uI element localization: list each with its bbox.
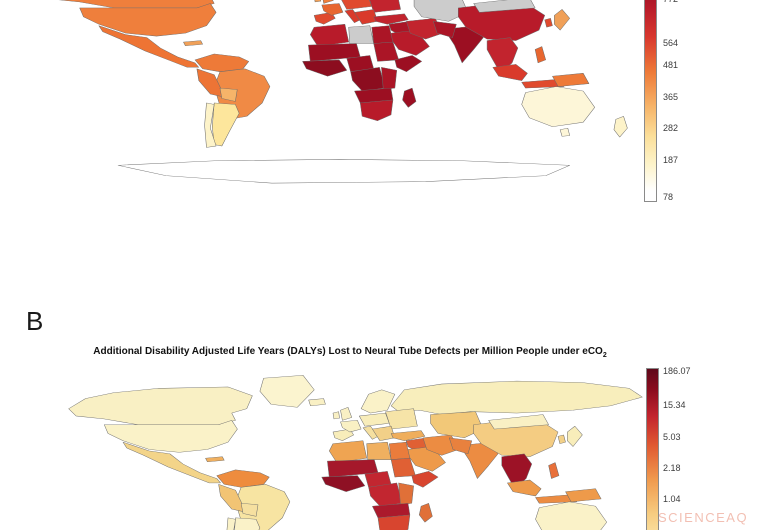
region-canada xyxy=(68,386,253,426)
region-japan xyxy=(553,8,571,31)
region-east-africa xyxy=(398,482,415,506)
region-iceland xyxy=(308,398,326,407)
region-indonesia-west xyxy=(492,63,528,82)
region-west-africa xyxy=(302,59,348,77)
region-central-europe xyxy=(358,412,390,427)
region-tasmania xyxy=(559,127,571,137)
region-new-guinea xyxy=(551,72,590,88)
region-madagascar xyxy=(418,502,433,523)
panel-b-title-subscript: 2 xyxy=(602,352,607,359)
region-east-europe xyxy=(385,408,418,430)
watermark: SCIENCEAQ xyxy=(658,510,749,525)
region-egypt xyxy=(371,25,394,45)
region-new-guinea xyxy=(565,488,602,503)
region-indonesia-west xyxy=(506,479,542,497)
colorbar-a-tick: 481 xyxy=(663,60,679,70)
region-horn-of-africa xyxy=(411,470,439,488)
region-usa xyxy=(79,2,217,37)
region-ireland xyxy=(313,0,322,3)
panel-b-title-text: Additional Disability Adjusted Life Year… xyxy=(93,346,603,357)
region-central-africa xyxy=(350,66,386,92)
colorbar-panel-b xyxy=(646,368,659,530)
region-madagascar xyxy=(402,87,417,108)
region-scandinavia xyxy=(360,389,396,414)
region-maghreb xyxy=(309,23,350,47)
region-uk xyxy=(340,406,353,421)
region-southern-africa xyxy=(359,99,394,122)
colorbar-a-tick: 78 xyxy=(663,192,674,202)
region-horn-of-africa xyxy=(394,54,423,73)
region-ireland xyxy=(332,411,341,420)
region-central-africa xyxy=(368,482,403,507)
region-australia xyxy=(521,86,596,128)
region-libya xyxy=(366,441,392,461)
colorbar-b-tick: 186.07 xyxy=(663,366,691,376)
region-japan xyxy=(566,425,583,448)
world-map-panel-b xyxy=(68,374,643,530)
region-argentina xyxy=(233,517,261,530)
colorbar-a-tick: 772 xyxy=(663,0,678,4)
colorbar-a-tick: 365 xyxy=(663,92,679,102)
region-usa xyxy=(103,419,238,453)
region-philippines xyxy=(534,46,547,64)
region-korea xyxy=(557,434,566,445)
colorbar-b-tick: 15.34 xyxy=(663,400,686,410)
region-uk xyxy=(321,0,334,4)
region-sudan xyxy=(390,457,416,478)
region-russia xyxy=(390,380,643,416)
region-sudan xyxy=(373,41,400,62)
region-antarctica xyxy=(117,158,571,184)
region-cuba xyxy=(205,456,225,463)
region-maghreb xyxy=(328,440,368,464)
colorbar-b-tick: 1.04 xyxy=(663,494,681,504)
region-cuba xyxy=(182,40,204,47)
region-new-zealand xyxy=(613,115,628,138)
colorbar-panel-a xyxy=(644,0,657,202)
colorbar-a-tick: 282 xyxy=(663,123,679,133)
region-greenland xyxy=(259,374,315,408)
region-west-africa xyxy=(321,475,366,493)
region-east-africa xyxy=(380,66,398,91)
colorbar-a-tick: 187 xyxy=(663,155,679,165)
colorbar-b-tick: 5.03 xyxy=(663,432,681,442)
region-argentina xyxy=(211,102,240,147)
region-korea xyxy=(544,17,553,28)
region-egypt xyxy=(388,441,411,461)
world-map-panel-a xyxy=(42,0,628,184)
region-australia xyxy=(535,501,608,530)
region-libya xyxy=(348,25,375,45)
region-philippines xyxy=(548,462,560,480)
panel-b-title: Additional Disability Adjusted Life Year… xyxy=(70,346,630,359)
region-central-europe xyxy=(340,0,373,10)
panel-b-label: B xyxy=(26,306,44,336)
colorbar-b-tick: 2.18 xyxy=(663,463,681,473)
colorbar-a-tick: 564 xyxy=(663,38,679,48)
